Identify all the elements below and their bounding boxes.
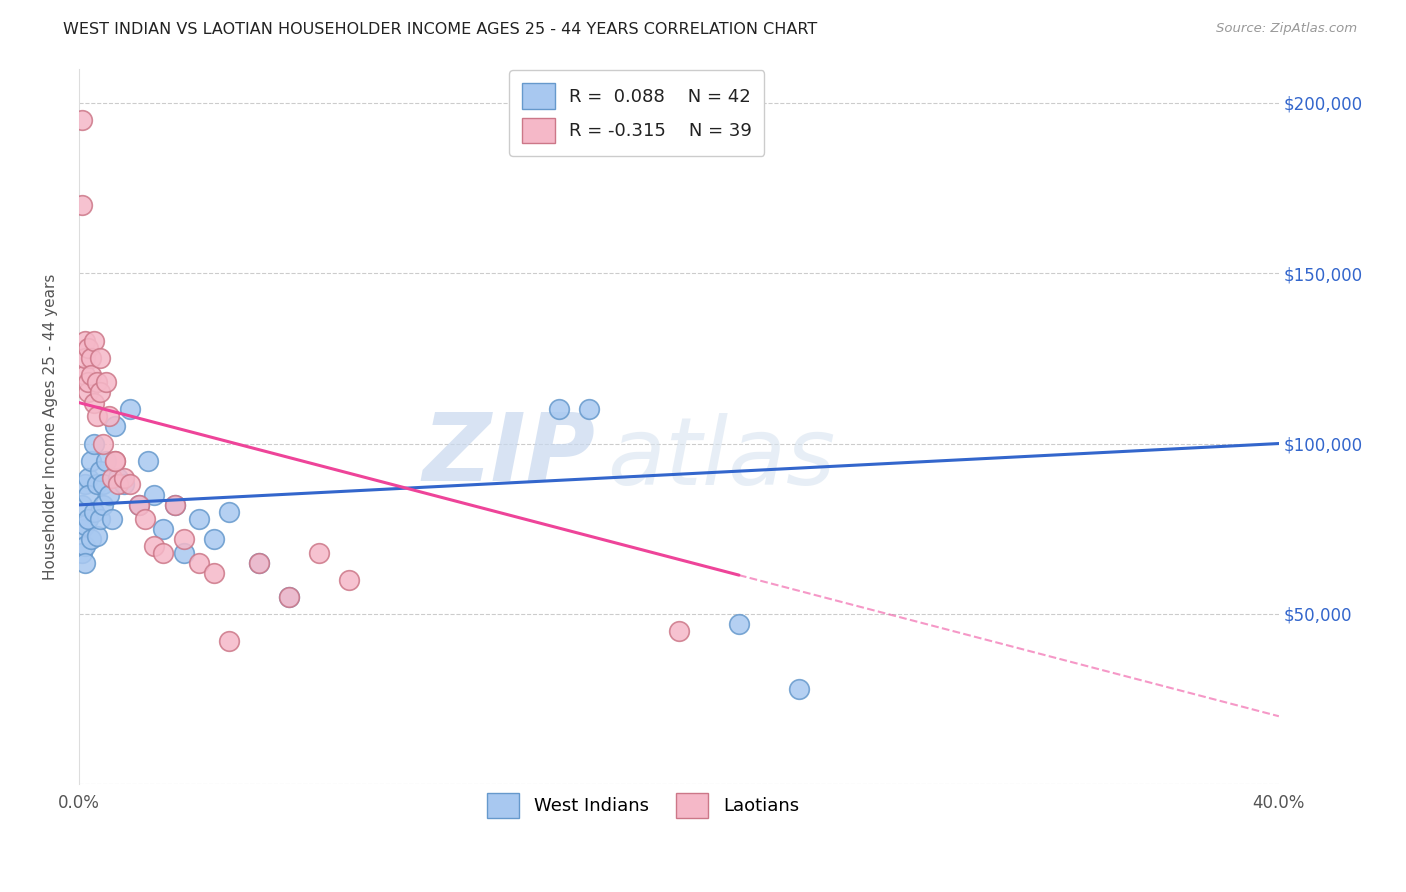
- Point: [134, 511, 156, 525]
- Point: [80, 368, 103, 383]
- Point: [308, 546, 330, 560]
- Point: [73, 334, 96, 349]
- Point: [73, 477, 96, 491]
- Point: [163, 498, 186, 512]
- Point: [152, 546, 174, 560]
- Point: [278, 590, 301, 604]
- Point: [77, 341, 100, 355]
- Point: [86, 528, 108, 542]
- Text: atlas: atlas: [607, 413, 835, 504]
- Point: [728, 617, 751, 632]
- Text: WEST INDIAN VS LAOTIAN HOUSEHOLDER INCOME AGES 25 - 44 YEARS CORRELATION CHART: WEST INDIAN VS LAOTIAN HOUSEHOLDER INCOM…: [63, 22, 817, 37]
- Point: [104, 419, 127, 434]
- Point: [104, 453, 127, 467]
- Point: [548, 402, 571, 417]
- Text: Source: ZipAtlas.com: Source: ZipAtlas.com: [1216, 22, 1357, 36]
- Point: [83, 334, 105, 349]
- Point: [101, 511, 124, 525]
- Point: [73, 351, 96, 366]
- Point: [128, 498, 150, 512]
- Point: [89, 464, 111, 478]
- Legend: West Indians, Laotians: West Indians, Laotians: [479, 786, 806, 825]
- Point: [73, 539, 96, 553]
- Point: [337, 573, 360, 587]
- Point: [173, 532, 195, 546]
- Point: [247, 556, 270, 570]
- Point: [77, 385, 100, 400]
- Point: [86, 375, 108, 389]
- Point: [91, 477, 114, 491]
- Point: [80, 532, 103, 546]
- Point: [247, 556, 270, 570]
- Text: ZIP: ZIP: [422, 409, 595, 501]
- Point: [136, 453, 159, 467]
- Point: [89, 351, 111, 366]
- Point: [83, 505, 105, 519]
- Point: [187, 511, 209, 525]
- Point: [104, 453, 127, 467]
- Point: [80, 351, 103, 366]
- Y-axis label: Householder Income Ages 25 - 44 years: Householder Income Ages 25 - 44 years: [44, 273, 58, 580]
- Point: [77, 470, 100, 484]
- Point: [97, 409, 120, 424]
- Point: [218, 505, 240, 519]
- Point: [578, 402, 600, 417]
- Point: [142, 488, 165, 502]
- Point: [107, 477, 129, 491]
- Point: [173, 546, 195, 560]
- Point: [91, 498, 114, 512]
- Point: [70, 546, 93, 560]
- Point: [89, 511, 111, 525]
- Point: [202, 566, 225, 580]
- Point: [86, 477, 108, 491]
- Point: [112, 470, 135, 484]
- Point: [202, 532, 225, 546]
- Point: [107, 470, 129, 484]
- Point: [112, 477, 135, 491]
- Point: [142, 539, 165, 553]
- Point: [83, 395, 105, 409]
- Point: [97, 488, 120, 502]
- Point: [101, 470, 124, 484]
- Point: [70, 112, 93, 127]
- Point: [77, 511, 100, 525]
- Point: [77, 375, 100, 389]
- Point: [787, 681, 810, 696]
- Point: [86, 409, 108, 424]
- Point: [187, 556, 209, 570]
- Point: [278, 590, 301, 604]
- Point: [73, 368, 96, 383]
- Point: [152, 522, 174, 536]
- Point: [668, 624, 690, 638]
- Point: [91, 436, 114, 450]
- Point: [218, 634, 240, 648]
- Point: [70, 522, 93, 536]
- Point: [77, 488, 100, 502]
- Point: [73, 556, 96, 570]
- Point: [83, 436, 105, 450]
- Point: [70, 498, 93, 512]
- Point: [94, 453, 117, 467]
- Point: [89, 385, 111, 400]
- Point: [128, 498, 150, 512]
- Point: [163, 498, 186, 512]
- Point: [73, 518, 96, 533]
- Point: [118, 402, 141, 417]
- Point: [118, 477, 141, 491]
- Point: [80, 453, 103, 467]
- Point: [94, 375, 117, 389]
- Point: [70, 198, 93, 212]
